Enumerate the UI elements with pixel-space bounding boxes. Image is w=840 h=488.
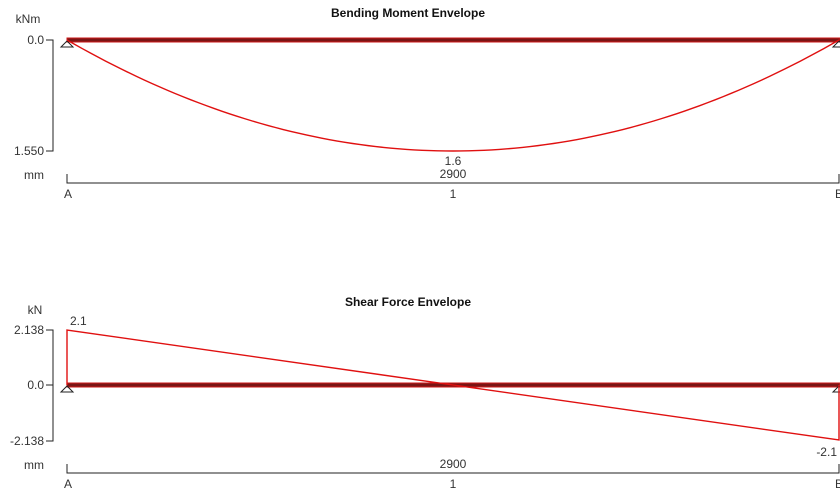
bm-support-a-label: A bbox=[64, 187, 72, 201]
sf-y-tick-mid: 0.0 bbox=[27, 378, 44, 392]
bm-y-axis bbox=[46, 39, 54, 152]
sf-y-axis bbox=[46, 329, 54, 442]
bending-moment-chart: Bending Moment Envelope kNm 0.0 1.550 1.… bbox=[14, 6, 840, 201]
sf-x-unit: mm bbox=[24, 458, 44, 472]
bm-support-right bbox=[831, 40, 840, 48]
bm-support-b-label: B bbox=[835, 187, 840, 201]
bm-y-tick-bottom: 1.550 bbox=[14, 144, 44, 158]
sf-support-a-label: A bbox=[64, 477, 72, 488]
bm-support-left bbox=[59, 40, 75, 48]
sf-unit-label: kN bbox=[28, 303, 43, 317]
sf-min-label: -2.1 bbox=[816, 445, 837, 459]
bm-span-length: 2900 bbox=[440, 167, 467, 181]
bm-unit-label: kNm bbox=[16, 12, 41, 26]
sf-dimension-line bbox=[66, 464, 840, 474]
bm-midspan-label: 1 bbox=[450, 187, 457, 201]
bm-beam bbox=[66, 37, 840, 43]
sf-support-left bbox=[59, 385, 75, 393]
sf-curve bbox=[66, 329, 840, 441]
sf-y-tick-top: 2.138 bbox=[14, 323, 44, 337]
bm-title: Bending Moment Envelope bbox=[331, 6, 485, 20]
bm-x-unit: mm bbox=[24, 168, 44, 182]
bm-curve bbox=[66, 39, 840, 152]
bm-dimension-line bbox=[66, 174, 840, 184]
sf-title: Shear Force Envelope bbox=[345, 295, 471, 309]
sf-midspan-label: 1 bbox=[450, 477, 457, 488]
shear-force-chart: Shear Force Envelope kN 2.138 0.0 -2.138… bbox=[10, 295, 840, 488]
sf-max-label: 2.1 bbox=[70, 314, 87, 328]
sf-y-tick-bottom: -2.138 bbox=[10, 434, 44, 448]
sf-support-b-label: B bbox=[835, 477, 840, 488]
bm-y-tick-top: 0.0 bbox=[27, 33, 44, 47]
sf-span-length: 2900 bbox=[440, 457, 467, 471]
bm-peak-label: 1.6 bbox=[445, 154, 462, 168]
